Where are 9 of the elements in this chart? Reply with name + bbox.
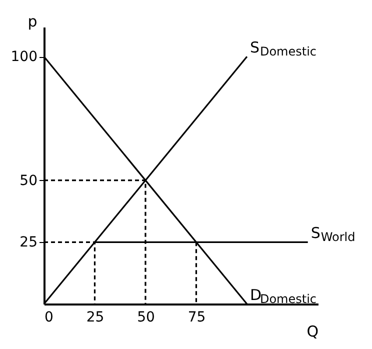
x-tick-label: 0: [44, 310, 54, 326]
y-tick-label: 100: [10, 49, 38, 66]
y-tick-label: 25: [20, 234, 38, 251]
x-tick-label: 25: [86, 310, 104, 326]
y-tick-label: 50: [20, 172, 38, 189]
y-axis-title: p: [28, 12, 38, 30]
x-tick-label: 75: [188, 310, 206, 326]
x-tick-label: 50: [137, 310, 155, 326]
x-axis-title: Q: [306, 322, 318, 340]
